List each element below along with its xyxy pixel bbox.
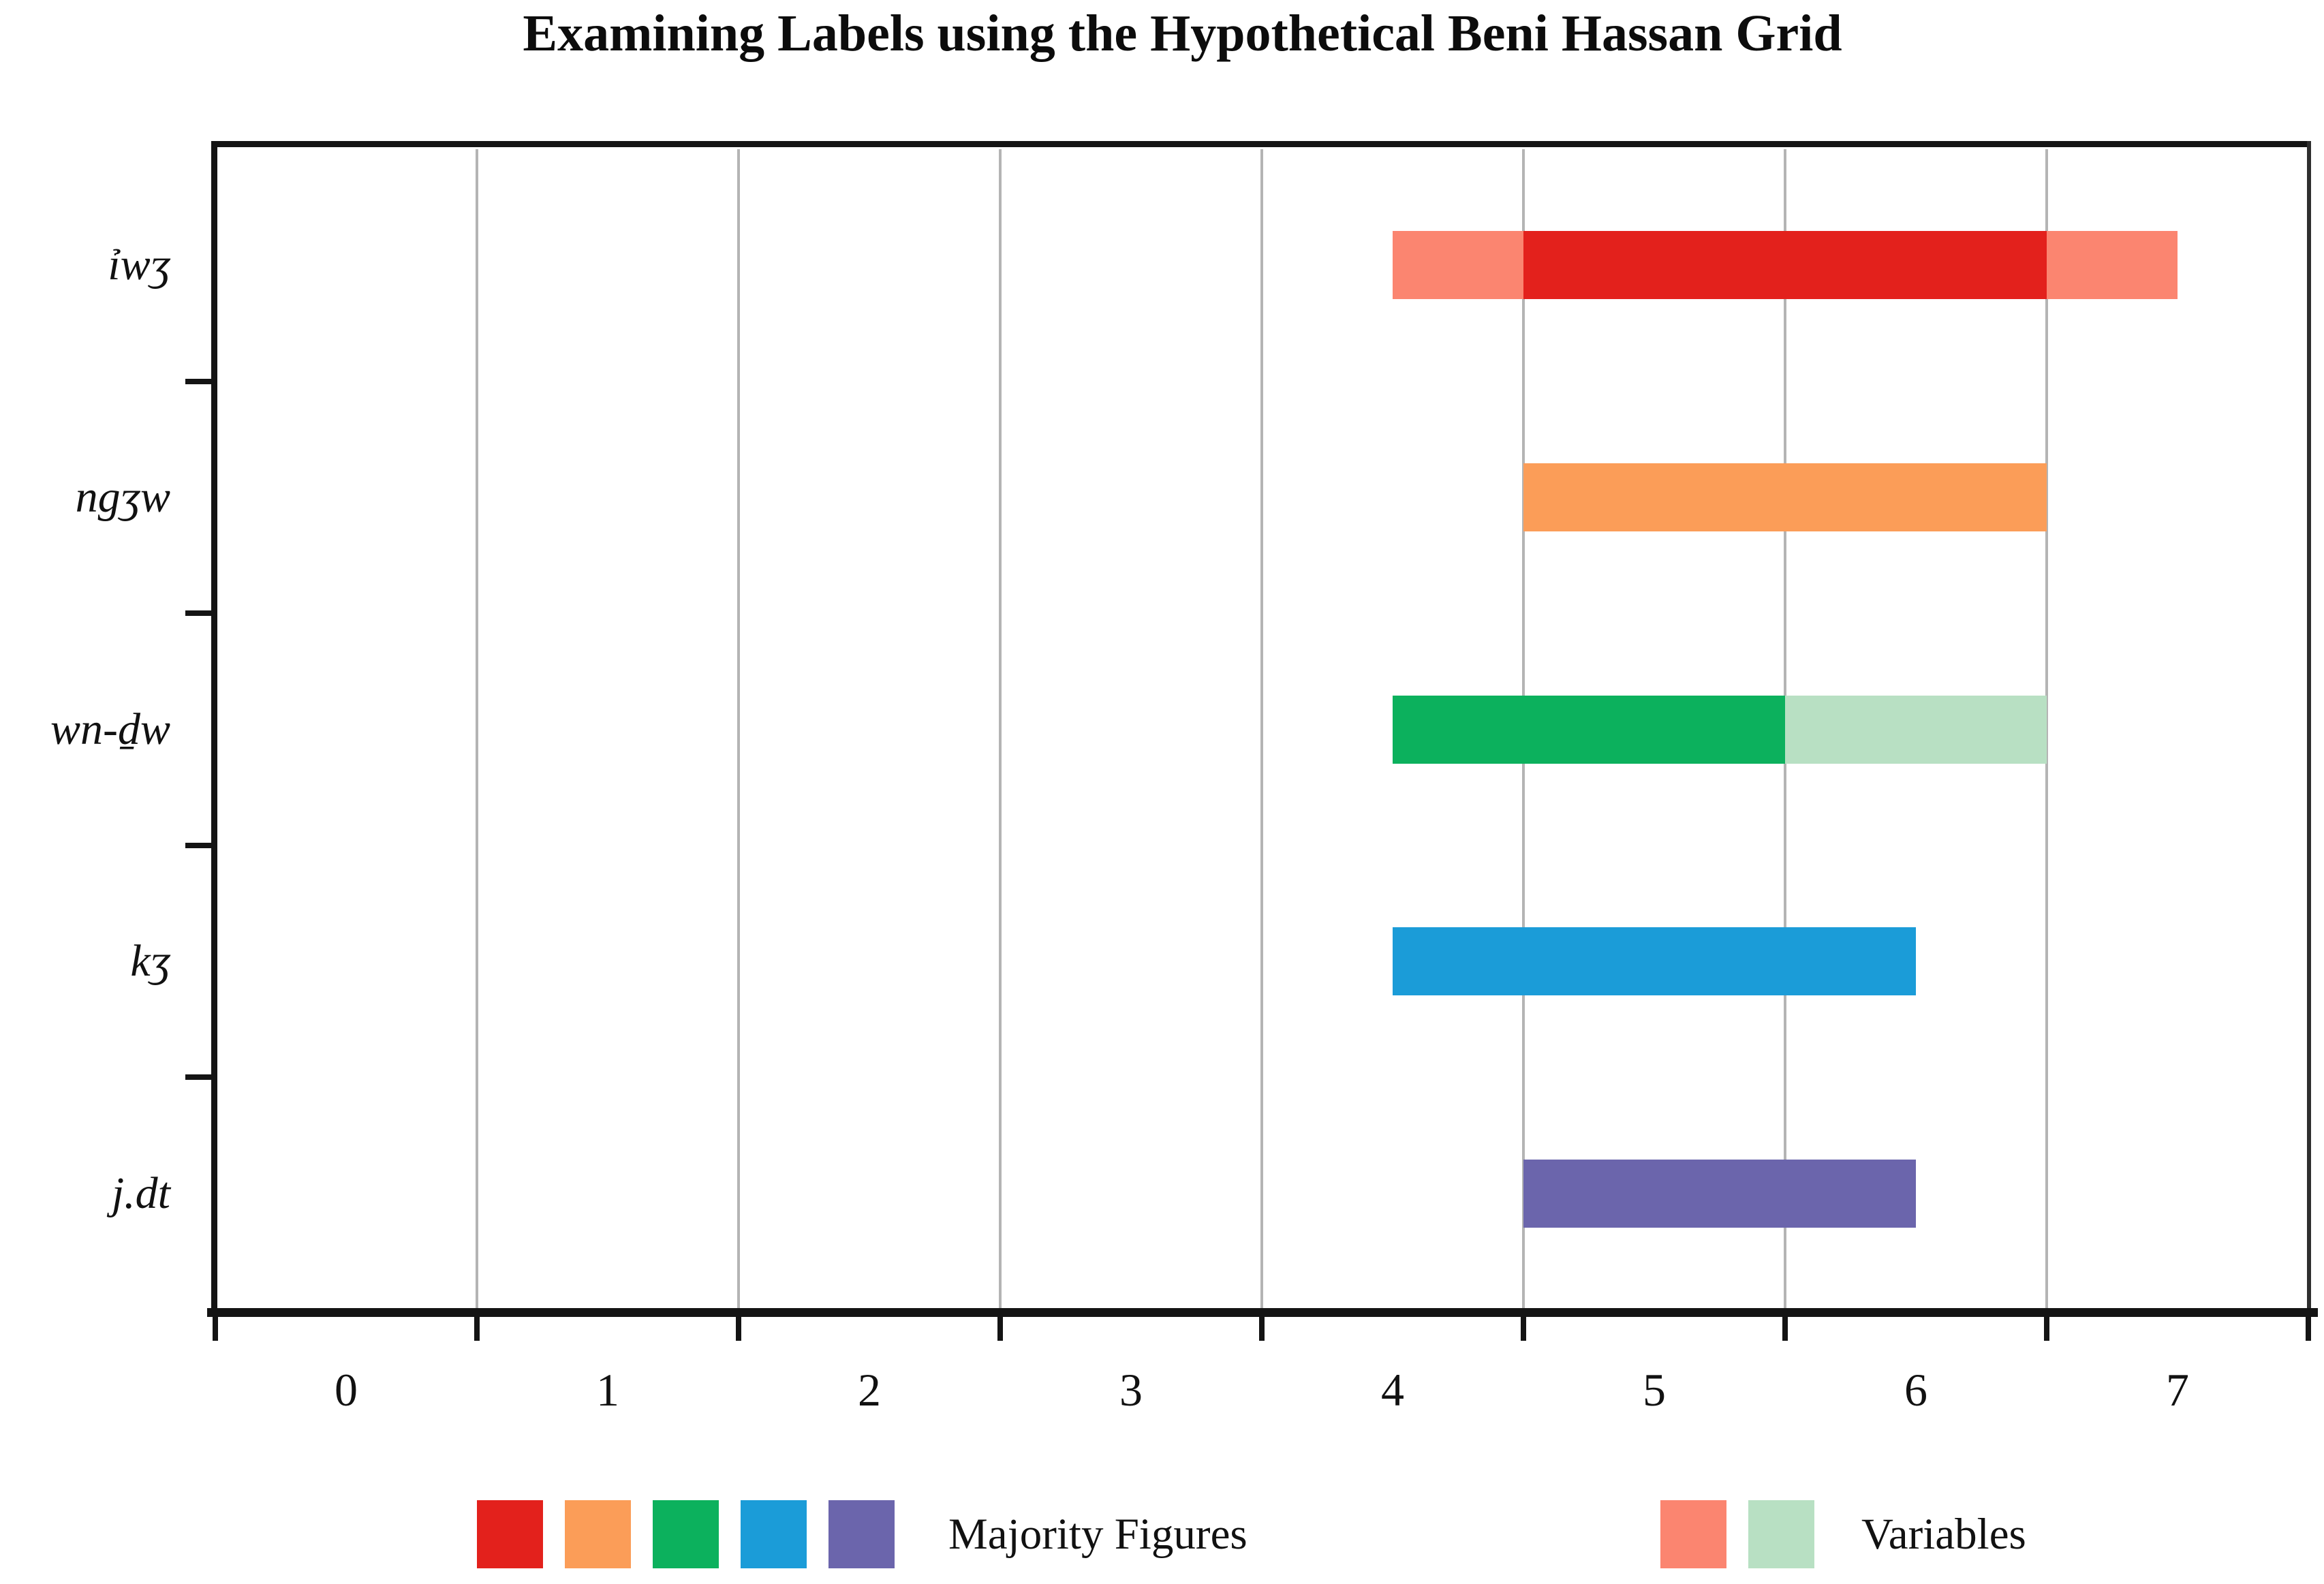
x-tick-label: 5	[1643, 1364, 1666, 1416]
x-tick-label: 1	[596, 1364, 619, 1416]
x-axis-tick	[474, 1309, 480, 1341]
x-tick-label: 0	[335, 1364, 358, 1416]
legend-swatch-majority	[741, 1500, 807, 1568]
x-axis-tick	[1782, 1309, 1788, 1341]
y-axis-line	[211, 141, 217, 1316]
y-category-label: kʒ	[130, 936, 170, 987]
gridline	[1260, 149, 1263, 1309]
gridline	[999, 149, 1002, 1309]
plot-border-top	[211, 141, 2311, 147]
y-axis-tick	[185, 610, 215, 617]
bar-segment-majority	[1393, 927, 1916, 996]
gridline	[2045, 149, 2048, 1309]
x-axis-tick	[1521, 1309, 1526, 1341]
x-tick-label: 3	[1119, 1364, 1143, 1416]
gridline	[476, 149, 478, 1309]
bar-segment-majority	[1523, 1159, 1916, 1228]
x-axis-tick	[1259, 1309, 1265, 1341]
y-category-label: j.dt	[111, 1168, 170, 1218]
bar-segment-majority	[1523, 463, 2047, 531]
chart-title: Examining Labels using the Hypothetical …	[523, 5, 1842, 62]
y-category-label: ỉwʒ	[108, 240, 170, 290]
x-tick-label: 7	[2166, 1364, 2189, 1416]
y-axis-tick	[185, 378, 215, 384]
x-axis-tick	[997, 1309, 1003, 1341]
legend-swatch-variable	[1748, 1500, 1814, 1568]
x-tick-label: 6	[1904, 1364, 1927, 1416]
legend-swatch-majority	[653, 1500, 719, 1568]
legend-swatch-variable	[1660, 1500, 1726, 1568]
plot-border-right	[2307, 141, 2311, 1316]
x-tick-label: 4	[1381, 1364, 1404, 1416]
y-axis-tick	[185, 1074, 215, 1081]
legend-swatch-majority	[477, 1500, 543, 1568]
y-category-label: ngʒw	[75, 471, 170, 522]
x-axis-tick	[736, 1309, 741, 1341]
x-axis-tick	[2306, 1309, 2311, 1341]
y-category-label: wn-ḏw	[50, 704, 170, 754]
x-tick-label: 2	[858, 1364, 881, 1416]
bar-segment-variable	[2047, 231, 2178, 300]
legend-variables-label: Variables	[1861, 1510, 2026, 1559]
gridline	[737, 149, 740, 1309]
bar-segment-variable	[1785, 695, 2047, 764]
bar-segment-majority	[1523, 231, 2047, 300]
legend-majority-swatches	[477, 1500, 916, 1568]
bar-segment-majority	[1393, 695, 1785, 764]
y-axis-tick	[185, 842, 215, 848]
x-axis-tick	[2044, 1309, 2049, 1341]
legend-variables-swatches	[1660, 1500, 1836, 1568]
legend-swatch-majority	[828, 1500, 895, 1568]
legend-swatch-majority	[565, 1500, 631, 1568]
x-axis-tick	[213, 1309, 218, 1341]
bar-segment-variable	[1393, 231, 1523, 300]
legend-majority-label: Majority Figures	[948, 1510, 1248, 1559]
